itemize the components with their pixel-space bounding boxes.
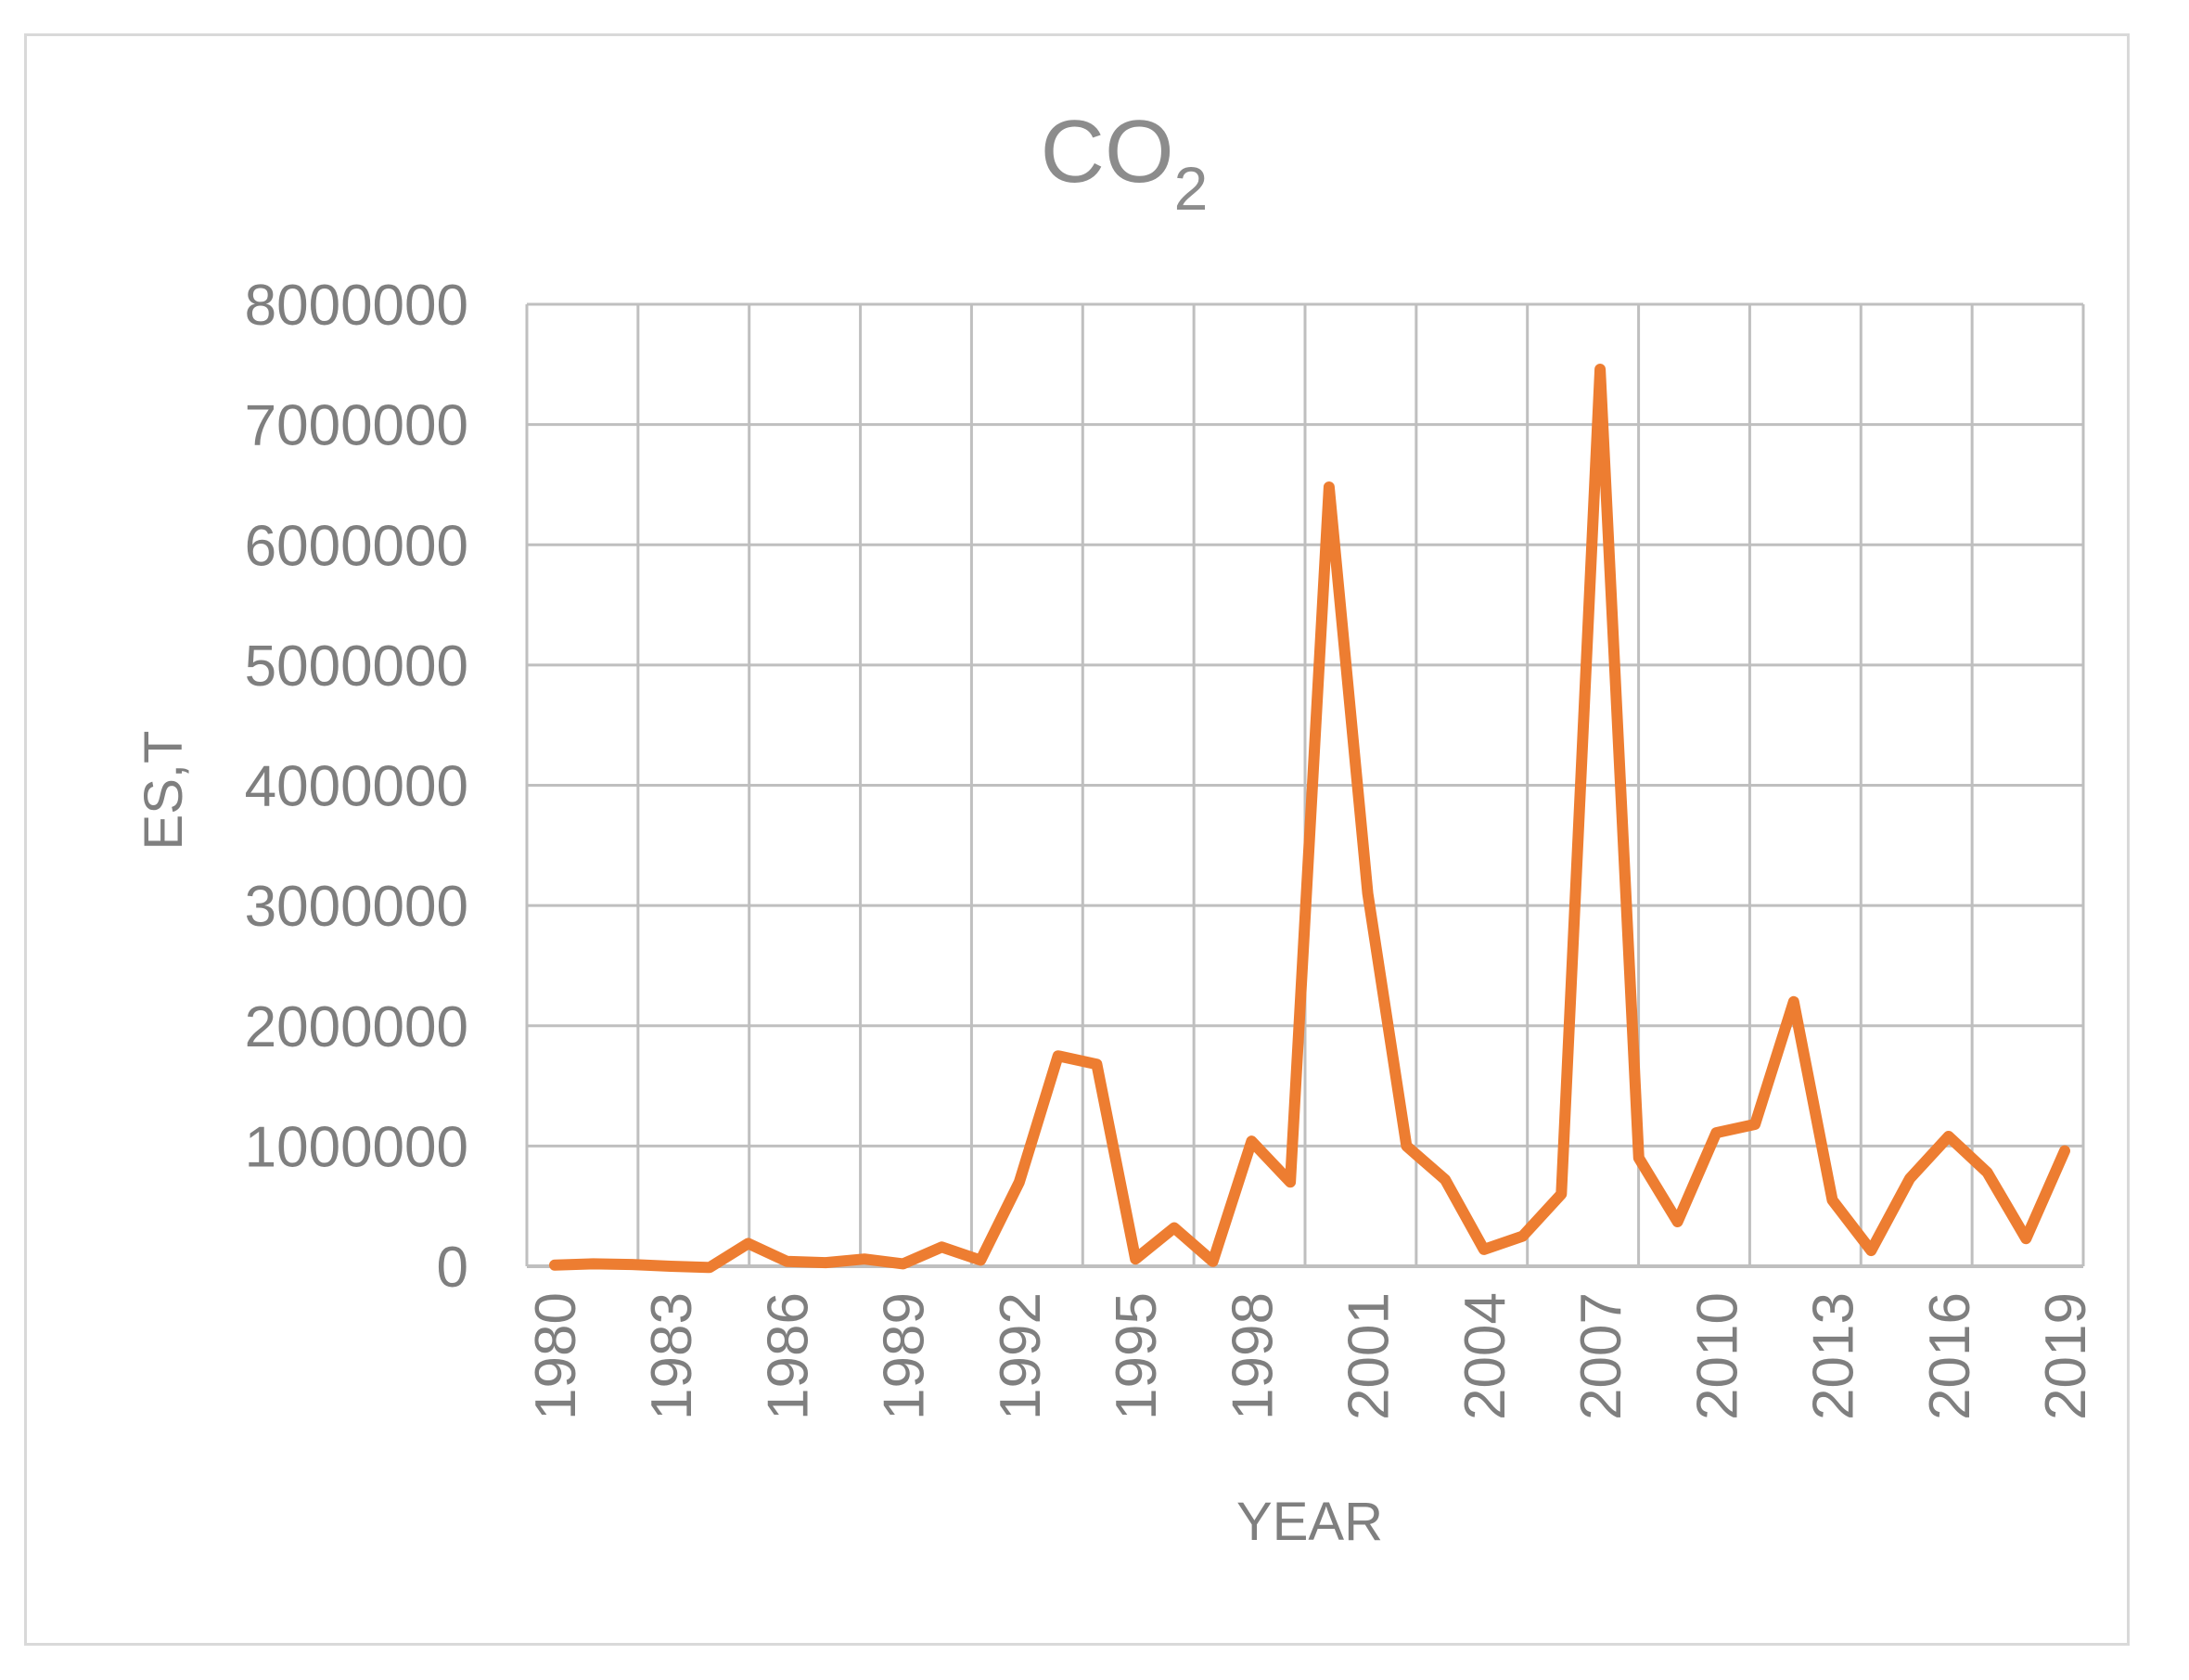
x-tick-label-1992: 1992 bbox=[989, 1292, 1053, 1420]
data-point-2018 bbox=[2025, 1238, 2027, 1239]
data-point-1990 bbox=[941, 1246, 942, 1248]
y-tick-label-8: 8000000 bbox=[245, 274, 468, 338]
data-point-2013 bbox=[1832, 1199, 1834, 1201]
data-point-2015 bbox=[1909, 1177, 1911, 1179]
x-tick-label-1986: 1986 bbox=[756, 1292, 820, 1420]
y-tick-label-7: 7000000 bbox=[245, 394, 468, 458]
data-point-2008 bbox=[1638, 1157, 1640, 1159]
x-axis-title: YEAR bbox=[1236, 1492, 1383, 1552]
y-tick-label-0: 0 bbox=[437, 1236, 468, 1300]
data-point-2002 bbox=[1405, 1145, 1407, 1147]
data-point-1998 bbox=[1250, 1140, 1252, 1142]
x-tick-label-1995: 1995 bbox=[1105, 1292, 1169, 1420]
y-tick-label-3: 3000000 bbox=[245, 875, 468, 939]
data-point-1981 bbox=[593, 1263, 595, 1264]
data-point-2010 bbox=[1715, 1132, 1717, 1134]
data-point-2014 bbox=[1870, 1250, 1872, 1251]
x-tick-label-1980: 1980 bbox=[524, 1292, 588, 1420]
data-point-1993 bbox=[1057, 1055, 1059, 1057]
x-tick-label-1998: 1998 bbox=[1221, 1292, 1285, 1420]
data-point-1991 bbox=[979, 1260, 981, 1262]
data-point-2016 bbox=[1948, 1135, 1950, 1137]
x-tick-label-2007: 2007 bbox=[1569, 1292, 1633, 1420]
data-point-1983 bbox=[670, 1265, 672, 1267]
y-tick-label-6: 6000000 bbox=[245, 514, 468, 578]
data-point-2007 bbox=[1599, 368, 1601, 370]
data-point-2012 bbox=[1793, 1001, 1795, 1003]
chart-title: CO2 bbox=[1041, 102, 1209, 223]
data-point-1997 bbox=[1212, 1261, 1214, 1263]
data-point-2003 bbox=[1444, 1179, 1446, 1181]
chart-title-subscript: 2 bbox=[1174, 154, 1209, 223]
data-point-1985 bbox=[748, 1242, 749, 1244]
data-point-1984 bbox=[709, 1266, 710, 1268]
y-tick-label-4: 4000000 bbox=[245, 755, 468, 819]
data-point-1992 bbox=[1018, 1181, 1020, 1183]
y-tick-label-5: 5000000 bbox=[245, 635, 468, 699]
data-point-1996 bbox=[1173, 1227, 1175, 1229]
data-point-2011 bbox=[1754, 1123, 1756, 1125]
x-tick-label-2016: 2016 bbox=[1918, 1292, 1982, 1420]
data-point-2019 bbox=[2064, 1150, 2066, 1152]
x-tick-label-1983: 1983 bbox=[640, 1292, 704, 1420]
data-point-2005 bbox=[1522, 1236, 1524, 1238]
data-point-2009 bbox=[1677, 1221, 1679, 1223]
y-axis-title: ES,T bbox=[134, 731, 194, 851]
data-point-2001 bbox=[1367, 892, 1369, 894]
data-point-2000 bbox=[1328, 486, 1330, 488]
data-point-1995 bbox=[1134, 1258, 1136, 1260]
y-tick-label-2: 2000000 bbox=[245, 995, 468, 1059]
chart-title-main: CO bbox=[1041, 102, 1174, 201]
data-point-2017 bbox=[1987, 1172, 1989, 1173]
x-tick-label-2013: 2013 bbox=[1802, 1292, 1866, 1420]
data-point-1999 bbox=[1289, 1181, 1291, 1183]
x-tick-label-2004: 2004 bbox=[1453, 1292, 1517, 1420]
data-point-2004 bbox=[1483, 1249, 1485, 1250]
y-tick-label-1: 1000000 bbox=[245, 1115, 468, 1179]
y-axis-ticks: 0 1000000 2000000 3000000 4000000 5000000 6000… bbox=[245, 274, 468, 1300]
x-axis-ticks: 1980 1983 1986 1989 1992 1995 1998 2001 2004 2007… bbox=[524, 1292, 2098, 1420]
series-line-co2 bbox=[549, 364, 2070, 1274]
x-tick-label-1989: 1989 bbox=[873, 1292, 937, 1420]
data-point-1994 bbox=[1095, 1063, 1097, 1065]
x-tick-label-2010: 2010 bbox=[1685, 1292, 1749, 1420]
data-point-1989 bbox=[902, 1263, 904, 1264]
data-point-2006 bbox=[1560, 1193, 1562, 1195]
data-point-1980 bbox=[554, 1264, 556, 1266]
data-point-1982 bbox=[631, 1263, 633, 1265]
x-tick-label-2019: 2019 bbox=[2034, 1292, 2098, 1420]
chart-frame bbox=[24, 33, 2130, 1646]
gridlines bbox=[525, 302, 2085, 1268]
series-layer bbox=[549, 364, 2070, 1274]
x-tick-label-2001: 2001 bbox=[1338, 1292, 1402, 1420]
